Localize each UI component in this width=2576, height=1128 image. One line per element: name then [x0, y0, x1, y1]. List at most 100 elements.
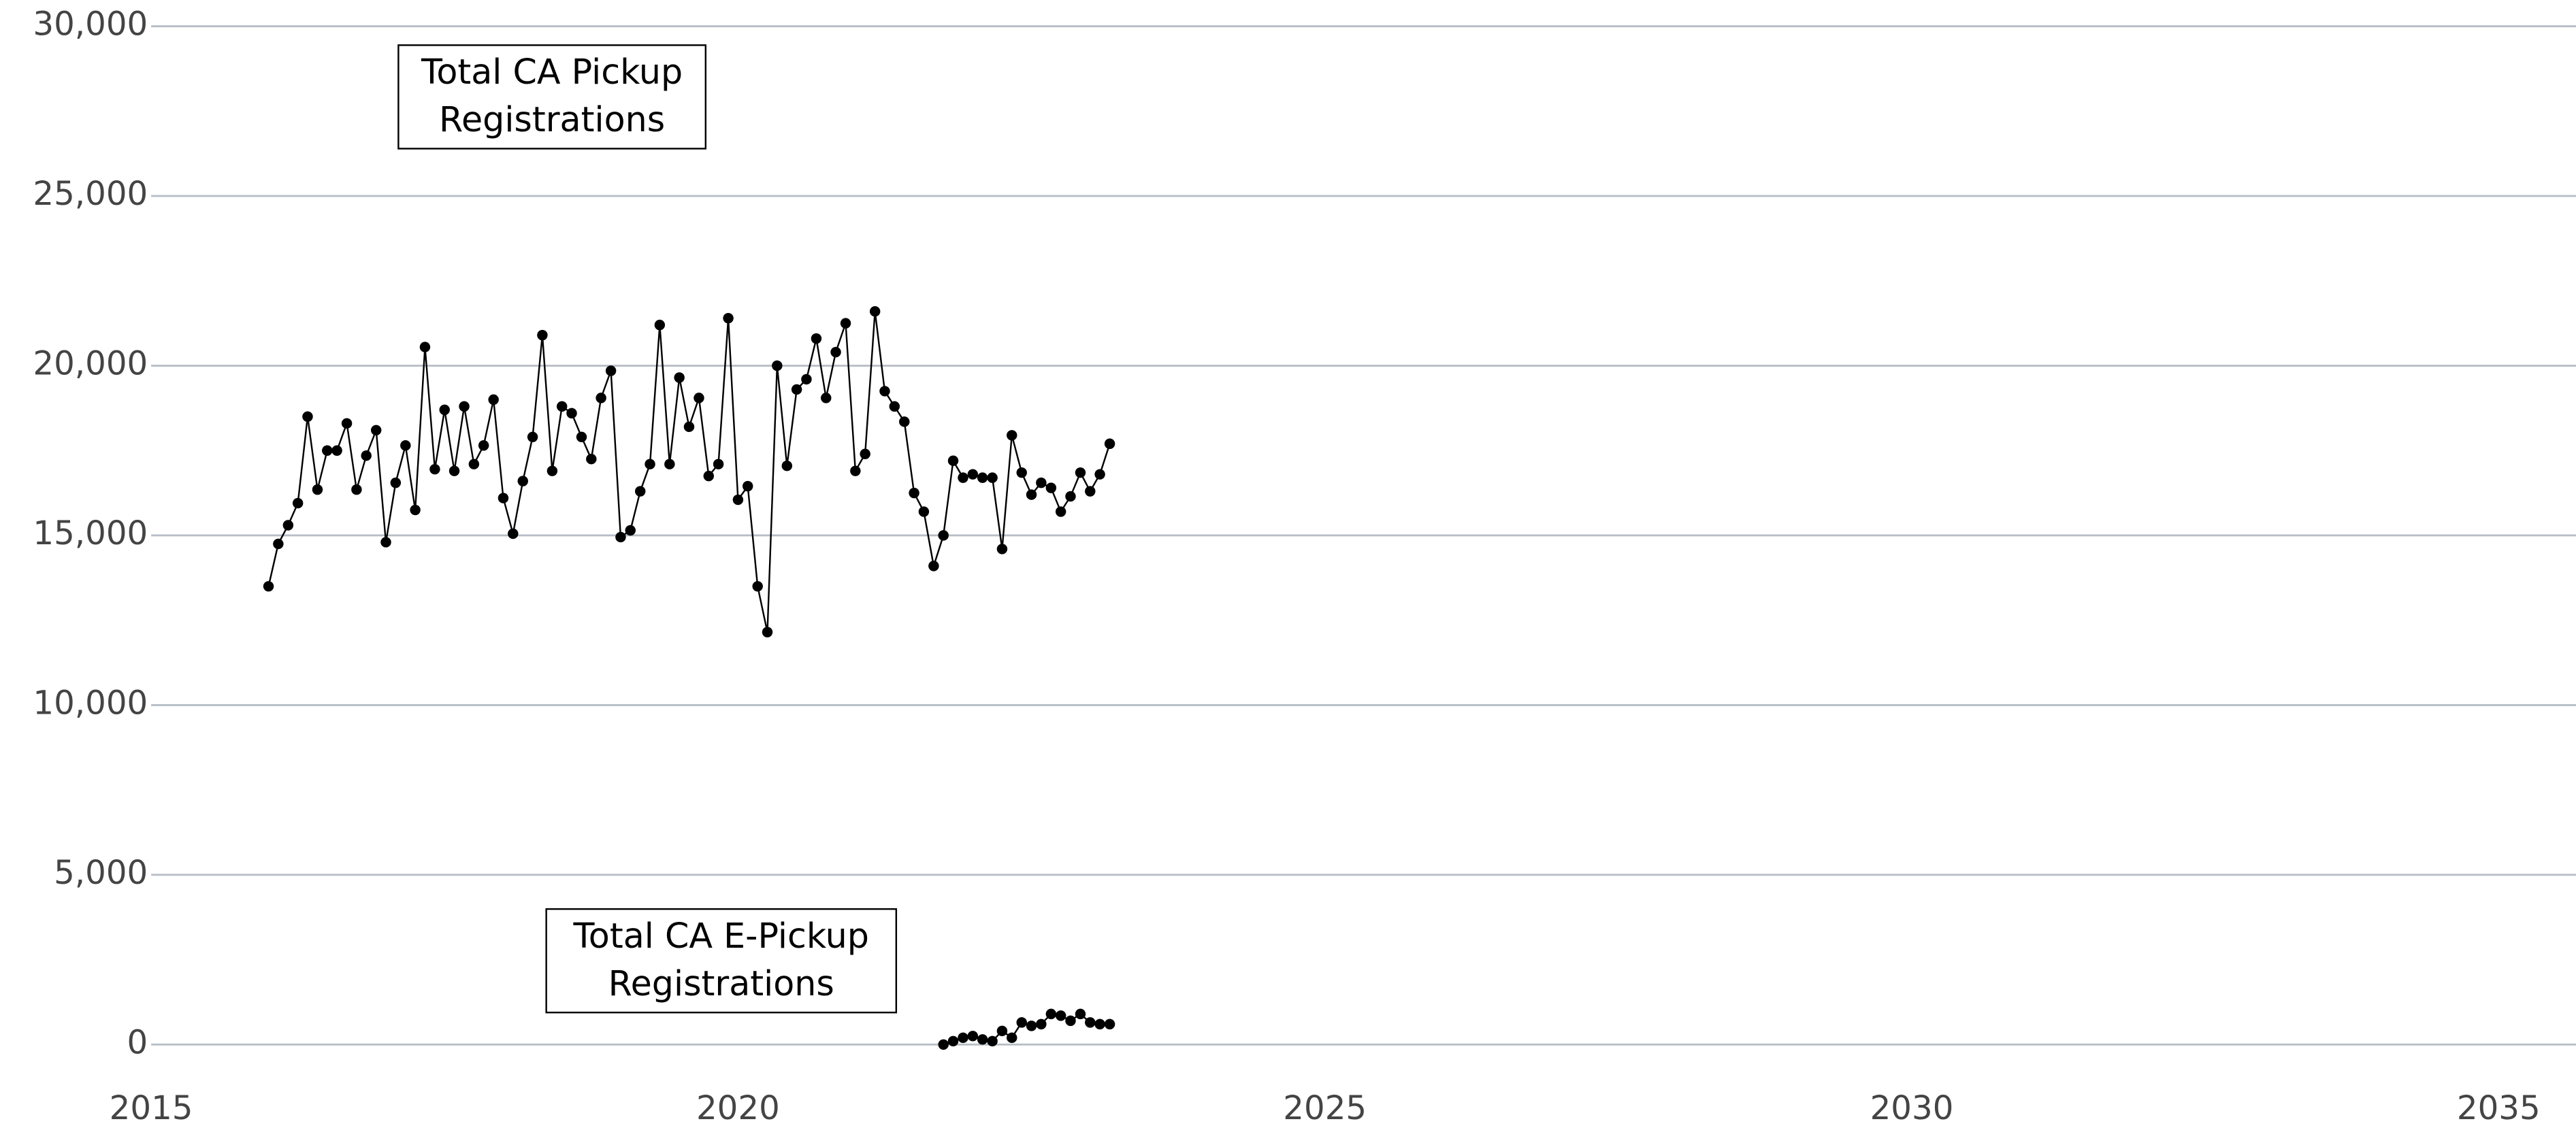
data-point — [918, 506, 930, 517]
data-point — [889, 401, 900, 412]
data-point — [498, 493, 509, 503]
data-point — [1026, 489, 1037, 500]
data-point — [341, 418, 353, 429]
data-point — [596, 393, 606, 403]
data-point — [635, 486, 646, 497]
data-point — [732, 494, 744, 505]
data-point — [1036, 477, 1047, 488]
y-tick-label: 20,000 — [33, 345, 148, 383]
data-point — [1036, 1018, 1047, 1030]
data-point — [282, 520, 294, 531]
data-point — [1094, 1018, 1105, 1030]
data-point — [909, 487, 919, 499]
data-point — [772, 360, 783, 371]
data-point — [1026, 1021, 1037, 1031]
data-point — [1085, 486, 1096, 497]
data-point — [840, 318, 851, 329]
data-point — [938, 1039, 949, 1050]
data-point — [263, 581, 274, 592]
y-tick-label: 30,000 — [33, 5, 148, 44]
data-point — [361, 450, 372, 461]
data-point — [723, 312, 734, 324]
data-point — [762, 627, 773, 637]
y-tick-label: 10,000 — [33, 684, 148, 722]
data-point — [478, 440, 489, 451]
data-point — [938, 530, 949, 541]
data-point — [1055, 506, 1066, 517]
data-point — [351, 484, 362, 495]
data-point — [547, 465, 558, 476]
data-point — [439, 404, 450, 416]
data-point — [1104, 1018, 1115, 1030]
data-point — [1045, 482, 1057, 493]
data-point — [996, 544, 1008, 554]
data-point — [331, 445, 342, 456]
data-point — [987, 1035, 998, 1047]
data-point — [273, 538, 284, 550]
data-point — [1016, 1017, 1027, 1028]
data-point — [1094, 469, 1105, 480]
y-tick-label: 15,000 — [33, 514, 148, 552]
data-point — [654, 319, 666, 331]
data-point — [517, 476, 528, 486]
data-point — [947, 455, 959, 466]
series-label: Total CA E-Pickup Registrations — [545, 908, 898, 1014]
data-point — [958, 1032, 968, 1044]
y-tick-label: 5,000 — [54, 854, 148, 892]
data-point — [996, 1025, 1008, 1037]
data-point — [781, 460, 793, 471]
data-point — [694, 393, 704, 403]
data-point — [400, 440, 411, 451]
data-point — [801, 374, 812, 385]
series-label: Total CA Pickup Registrations — [397, 44, 707, 150]
series-line — [267, 311, 1111, 633]
y-tick-label: 25,000 — [33, 175, 148, 213]
data-point — [967, 1031, 979, 1042]
data-point — [899, 416, 910, 427]
data-point — [292, 497, 304, 509]
data-point — [488, 394, 499, 405]
x-tick-label: 2035 — [2457, 1089, 2541, 1127]
data-point — [1075, 467, 1086, 478]
data-point — [370, 425, 382, 436]
x-tick-label: 2015 — [110, 1089, 193, 1127]
data-point — [459, 401, 470, 412]
data-point — [830, 346, 841, 358]
y-tick-label: 0 — [127, 1023, 148, 1061]
data-point — [1104, 438, 1115, 449]
data-point — [302, 411, 313, 422]
data-point — [322, 445, 333, 456]
data-point — [850, 465, 861, 476]
data-point — [947, 1035, 959, 1047]
data-point — [664, 459, 675, 469]
data-point — [566, 408, 577, 419]
data-point — [703, 470, 715, 482]
data-point — [615, 531, 626, 543]
data-point — [429, 463, 440, 475]
data-point — [380, 537, 391, 548]
data-point — [527, 431, 538, 443]
data-point — [879, 386, 890, 397]
data-point — [625, 525, 636, 536]
data-point — [977, 472, 988, 483]
data-point — [674, 372, 685, 383]
x-tick-label: 2025 — [1283, 1089, 1367, 1127]
data-point — [1045, 1008, 1057, 1020]
data-point — [958, 472, 968, 483]
data-point — [713, 459, 724, 469]
data-point — [742, 480, 753, 492]
data-point — [468, 459, 480, 469]
data-point — [987, 472, 998, 483]
data-point — [860, 448, 870, 459]
data-point — [928, 561, 939, 571]
data-point — [645, 459, 655, 469]
data-point — [811, 333, 822, 344]
data-point — [977, 1034, 988, 1045]
x-tick-label: 2020 — [696, 1089, 780, 1127]
data-point — [449, 465, 460, 476]
data-point — [1007, 430, 1017, 441]
data-point — [821, 393, 832, 403]
